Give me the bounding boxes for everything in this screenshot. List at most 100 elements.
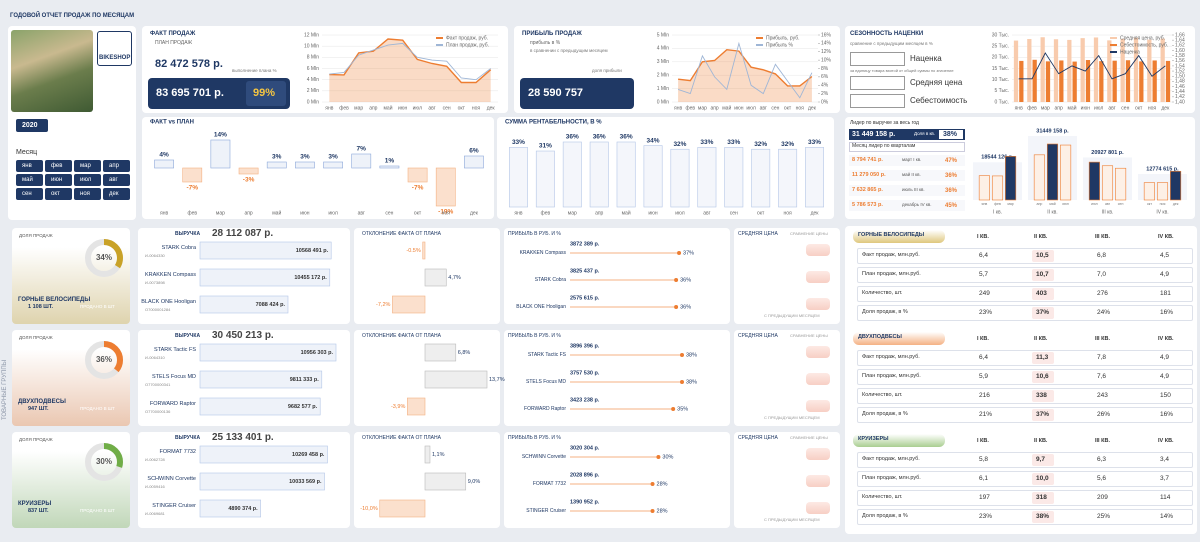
- month-button[interactable]: [103, 174, 130, 186]
- cell: 243: [1097, 392, 1108, 399]
- month-button-label: май: [22, 177, 33, 183]
- table-row: [857, 305, 1193, 321]
- fact-value: 83 695 701 р.: [156, 87, 224, 99]
- cell: 114: [1160, 494, 1171, 501]
- cell: 25%: [1097, 513, 1111, 520]
- compare-top: СРАВНЕНИЕ ЦЕНЫ: [790, 435, 828, 440]
- table-row: [857, 369, 1193, 385]
- month-button-label: янв: [22, 163, 32, 169]
- group-qty: 837 ШТ.: [28, 508, 49, 514]
- revenue-title: ВЫРУЧКА: [175, 231, 201, 237]
- leader-row-period: июль III кв.: [902, 187, 925, 192]
- profit-name: SCHWINN Corvette: [521, 454, 566, 460]
- group-pill: [853, 230, 945, 243]
- leader-row: [849, 200, 965, 211]
- cell: 26%: [1097, 411, 1111, 418]
- cell: 9,7: [1036, 456, 1046, 463]
- product-name: STARK Cobra: [161, 245, 196, 251]
- column-header: IV КВ.: [1158, 438, 1174, 444]
- share-title: ДОЛЯ ПРОДАЖ: [19, 335, 53, 340]
- photo: [11, 30, 93, 112]
- share-title: ДОЛЯ ПРОДАЖ: [19, 437, 53, 442]
- leader-value: 31 449 158 р.: [852, 131, 896, 138]
- cell: 403: [1036, 290, 1047, 297]
- month-button-label: дек: [109, 191, 119, 197]
- product-code: И-0059416: [145, 484, 165, 489]
- leader-share: 38%: [943, 131, 958, 138]
- profit-card: [504, 330, 730, 426]
- cell: 23%: [979, 513, 993, 520]
- table-row: [857, 452, 1193, 468]
- table-row: [857, 248, 1193, 264]
- deviation-title: ОТКЛОНЕНИЕ ФАКТА ОТ ПЛАНА: [362, 435, 441, 441]
- cell: 3,4: [1160, 456, 1170, 463]
- month-button[interactable]: [45, 160, 72, 172]
- cell: 338: [1036, 392, 1047, 399]
- group-pill: [853, 332, 945, 345]
- side-label: ТОВАРНЫЕ ГРУППЫ: [2, 359, 8, 420]
- revenue-total: 25 133 401 р.: [212, 432, 274, 443]
- cell: 10,5: [1036, 252, 1049, 259]
- month-button[interactable]: [103, 188, 130, 200]
- product-name: STELS Focus MD: [151, 374, 196, 380]
- cell: 11,3: [1036, 354, 1049, 361]
- product-code: О7000001284: [145, 307, 171, 312]
- leader-bar: [849, 129, 965, 140]
- compare-bottom: С ПРЕДЫДУЩИМ МЕСЯЦЕМ: [764, 313, 820, 318]
- price-chip: [806, 244, 830, 256]
- month-button[interactable]: [103, 160, 130, 172]
- rent-panel: [497, 117, 834, 219]
- markup-sub: сравнение с предыдущим месяцем в %: [850, 41, 933, 46]
- cell: 318: [1036, 494, 1047, 501]
- month-button-label: апр: [109, 163, 119, 169]
- markup-input: [850, 94, 905, 108]
- cell: 4,9: [1160, 271, 1170, 278]
- month-button-label: авг: [109, 177, 118, 183]
- cell: 10,7: [1036, 271, 1049, 278]
- table-row: [857, 350, 1193, 366]
- profit-card: [504, 432, 730, 528]
- month-button[interactable]: [16, 174, 43, 186]
- month-button[interactable]: [45, 174, 72, 186]
- column-header: II КВ.: [1034, 438, 1048, 444]
- group-pill-label: ГОРНЫЕ ВЕЛОСИПЕДЫ: [858, 232, 925, 238]
- price-chip: [806, 502, 830, 514]
- highlight-cell: [1032, 390, 1054, 402]
- slicer-title: Месяц: [16, 149, 38, 156]
- leader-row: [849, 185, 965, 196]
- logo-box: [97, 31, 132, 66]
- month-button[interactable]: [16, 188, 43, 200]
- sales-title: ФАКТ ПРОДАЖ: [150, 31, 196, 37]
- profit-name: KRAKKEN Compass: [519, 250, 566, 256]
- table-row: [857, 388, 1193, 404]
- sold-label: ПРОДАНО В ШТ: [80, 304, 115, 309]
- cell: 150: [1160, 392, 1171, 399]
- group-name: КРУИЗЕРЫ: [18, 501, 52, 507]
- month-button[interactable]: [74, 160, 101, 172]
- pct-box: [246, 81, 286, 106]
- month-button[interactable]: [16, 160, 43, 172]
- cell: 24%: [1097, 309, 1111, 316]
- month-button[interactable]: [45, 188, 72, 200]
- leader-row-share: 47%: [945, 157, 958, 164]
- deviation-title: ОТКЛОНЕНИЕ ФАКТА ОТ ПЛАНА: [362, 231, 441, 237]
- month-button-label: июл: [80, 177, 92, 183]
- cell: 209: [1097, 494, 1108, 501]
- logo: BIKESHOP: [99, 55, 131, 61]
- month-button[interactable]: [74, 174, 101, 186]
- revenue-total: 28 112 087 р.: [212, 228, 274, 239]
- month-button[interactable]: [74, 188, 101, 200]
- row-label: Факт продаж, млн.руб.: [862, 456, 920, 462]
- column-header: I КВ.: [977, 336, 989, 342]
- product-name: FORMAT 7732: [159, 449, 196, 455]
- year-box[interactable]: [16, 119, 48, 132]
- profit-title: ПРИБЫЛЬ В РУБ. И %: [508, 231, 561, 237]
- profit-name: STARK Tactic FS: [527, 352, 566, 358]
- leader-row-share: 36%: [945, 187, 958, 194]
- product-name: KRAKKEN Compass: [144, 272, 196, 278]
- product-code: О7700000341: [145, 382, 171, 387]
- cell: 23%: [979, 309, 993, 316]
- profit-box: [520, 78, 634, 109]
- price-chip: [806, 373, 830, 385]
